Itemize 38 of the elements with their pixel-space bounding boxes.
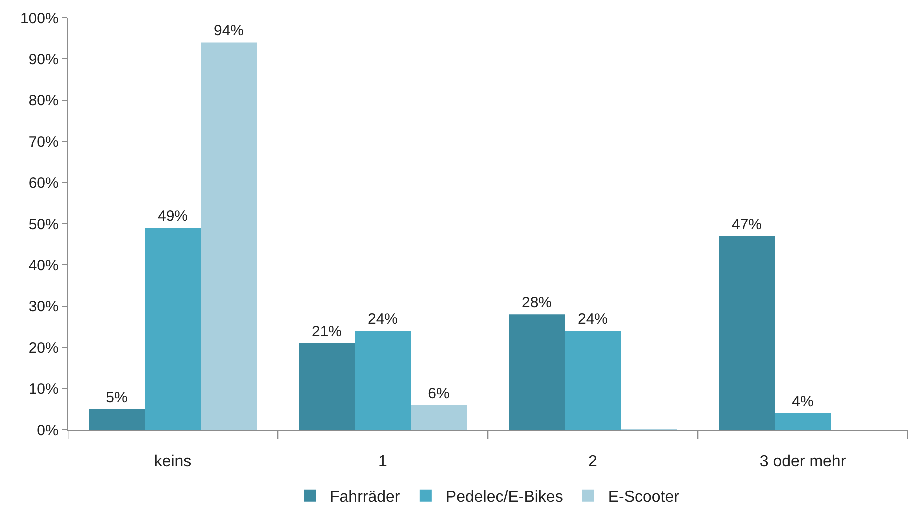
- bar: [411, 405, 467, 430]
- y-tick-label: 100%: [20, 10, 59, 28]
- y-tick-label: 30%: [28, 298, 59, 316]
- x-tick-label: 2: [588, 453, 598, 470]
- x-tick-label: keins: [154, 453, 192, 470]
- data-label: 5%: [106, 389, 128, 406]
- data-label: 94%: [214, 22, 244, 40]
- bar: [355, 331, 411, 430]
- bar: [775, 414, 831, 430]
- y-tick-label: 80%: [28, 92, 59, 110]
- bar: [201, 42, 257, 430]
- y-tick-label: 10%: [28, 381, 59, 398]
- bar: [509, 314, 565, 430]
- data-label: 21%: [312, 323, 342, 340]
- data-label: 49%: [158, 208, 188, 226]
- y-tick-label: 50%: [28, 216, 59, 234]
- x-tick-label: 1: [378, 453, 388, 470]
- y-tick-label: 90%: [28, 51, 59, 68]
- data-label: 47%: [732, 216, 762, 234]
- bar: [145, 228, 201, 430]
- y-tick-label: 40%: [28, 257, 59, 274]
- x-tick-label: 3 oder mehr: [760, 453, 847, 470]
- legend-label: Fahrräder: [330, 489, 401, 506]
- y-tick-label: 0%: [37, 422, 59, 440]
- bar: [89, 409, 145, 430]
- y-tick-label: 20%: [28, 340, 59, 357]
- data-label: 4%: [792, 394, 814, 411]
- bar: [719, 236, 775, 430]
- data-label: 24%: [578, 311, 608, 328]
- bar: [299, 343, 355, 430]
- y-tick-label: 70%: [28, 134, 59, 151]
- y-tick-label: 60%: [28, 175, 59, 192]
- data-label: 6%: [428, 385, 450, 402]
- bar: [565, 331, 621, 430]
- data-label: 24%: [368, 311, 398, 328]
- legend-label: Pedelec/E-Bikes: [446, 489, 564, 506]
- data-label: 28%: [522, 294, 552, 312]
- legend-label: E-Scooter: [608, 489, 680, 506]
